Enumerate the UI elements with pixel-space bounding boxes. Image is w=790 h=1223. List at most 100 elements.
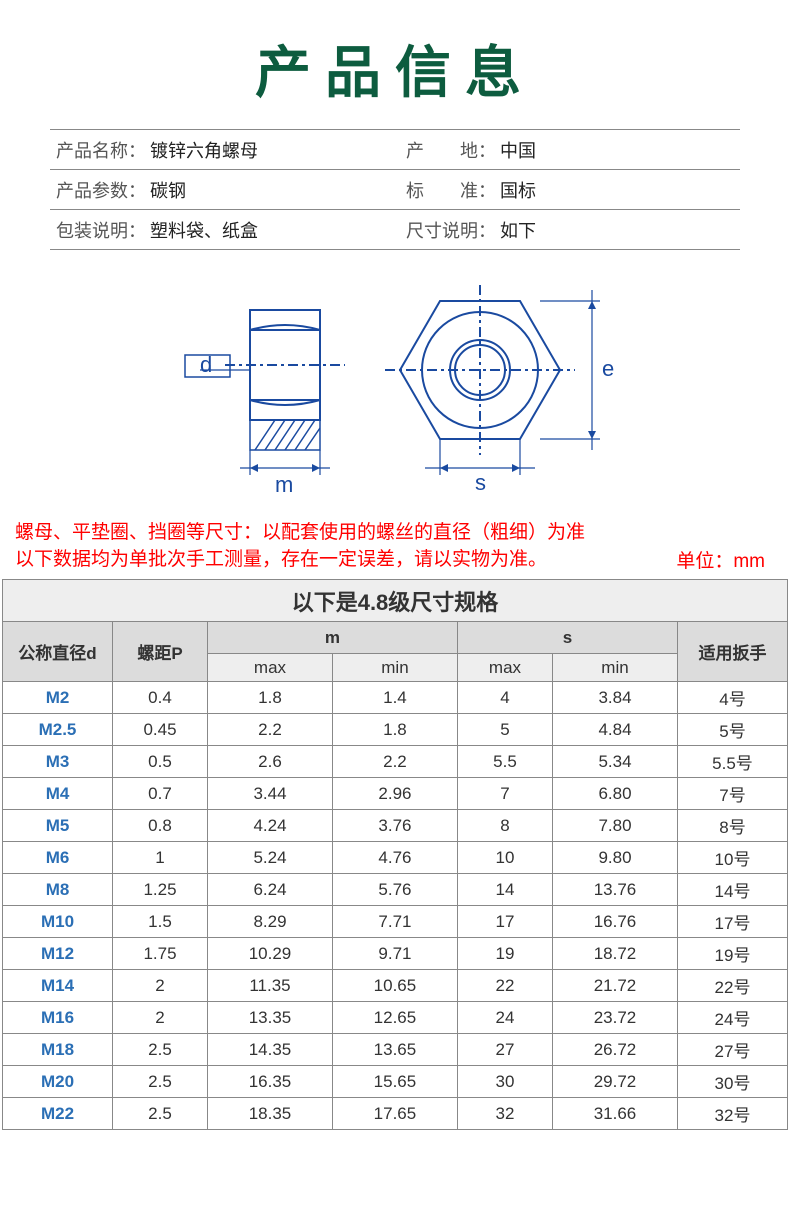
table-cell: M20 bbox=[3, 1066, 113, 1098]
table-cell: 1.8 bbox=[208, 682, 333, 714]
table-cell: 7 bbox=[457, 778, 552, 810]
table-cell: 26.72 bbox=[553, 1034, 678, 1066]
table-cell: M8 bbox=[3, 874, 113, 906]
table-cell: 14.35 bbox=[208, 1034, 333, 1066]
info-value: 镀锌六角螺母 bbox=[146, 137, 258, 163]
table-cell: 2.5 bbox=[113, 1098, 208, 1130]
table-cell: 32 bbox=[457, 1098, 552, 1130]
table-cell: 14号 bbox=[678, 874, 788, 906]
table-cell: M2.5 bbox=[3, 714, 113, 746]
table-cell: M5 bbox=[3, 810, 113, 842]
technical-diagram: d m s e bbox=[50, 270, 740, 500]
table-cell: 0.8 bbox=[113, 810, 208, 842]
table-cell: 5 bbox=[457, 714, 552, 746]
table-cell: M6 bbox=[3, 842, 113, 874]
table-cell: 29.72 bbox=[553, 1066, 678, 1098]
table-cell: 11.35 bbox=[208, 970, 333, 1002]
info-value: 国标 bbox=[496, 177, 536, 203]
table-cell: 10号 bbox=[678, 842, 788, 874]
table-cell: 13.65 bbox=[332, 1034, 457, 1066]
table-cell: M3 bbox=[3, 746, 113, 778]
table-cell: 10.29 bbox=[208, 938, 333, 970]
table-cell: 9.71 bbox=[332, 938, 457, 970]
col-sub-max: max bbox=[457, 654, 552, 682]
table-cell: 18.72 bbox=[553, 938, 678, 970]
table-cell: 19 bbox=[457, 938, 552, 970]
table-cell: 27 bbox=[457, 1034, 552, 1066]
table-cell: 2.2 bbox=[208, 714, 333, 746]
table-cell: 17.65 bbox=[332, 1098, 457, 1130]
col-header-m: m bbox=[208, 622, 458, 654]
table-cell: 2.5 bbox=[113, 1066, 208, 1098]
table-cell: 0.5 bbox=[113, 746, 208, 778]
diagram-label-m: m bbox=[275, 472, 293, 497]
table-cell: 31.66 bbox=[553, 1098, 678, 1130]
table-cell: M12 bbox=[3, 938, 113, 970]
info-row: 包装说明： 塑料袋、纸盒 尺寸说明： 如下 bbox=[50, 210, 740, 250]
table-cell: 7.80 bbox=[553, 810, 678, 842]
info-value: 如下 bbox=[496, 217, 536, 243]
table-cell: 4.76 bbox=[332, 842, 457, 874]
table-cell: 5.24 bbox=[208, 842, 333, 874]
table-row: M2.50.452.21.854.845号 bbox=[3, 714, 788, 746]
table-cell: 1.25 bbox=[113, 874, 208, 906]
note-line: 以下数据均为单批次手工测量，存在一定误差，请以实物为准。 bbox=[15, 547, 676, 574]
col-header-wrench: 适用扳手 bbox=[678, 622, 788, 682]
info-row: 产品名称： 镀锌六角螺母 产 地： 中国 bbox=[50, 130, 740, 170]
table-cell: M18 bbox=[3, 1034, 113, 1066]
table-cell: 8.29 bbox=[208, 906, 333, 938]
table-cell: 0.45 bbox=[113, 714, 208, 746]
table-cell: 7号 bbox=[678, 778, 788, 810]
table-cell: 12.65 bbox=[332, 1002, 457, 1034]
table-row: M20.41.81.443.844号 bbox=[3, 682, 788, 714]
table-cell: 21.72 bbox=[553, 970, 678, 1002]
table-cell: 4.24 bbox=[208, 810, 333, 842]
table-cell: 32号 bbox=[678, 1098, 788, 1130]
table-cell: M22 bbox=[3, 1098, 113, 1130]
col-sub-min: min bbox=[332, 654, 457, 682]
nut-diagram-svg: d m s e bbox=[160, 270, 630, 500]
table-cell: 5.34 bbox=[553, 746, 678, 778]
table-cell: 2.5 bbox=[113, 1034, 208, 1066]
table-cell: M14 bbox=[3, 970, 113, 1002]
info-row: 产品参数： 碳钢 标 准： 国标 bbox=[50, 170, 740, 210]
table-cell: 0.7 bbox=[113, 778, 208, 810]
table-cell: 1.4 bbox=[332, 682, 457, 714]
page-title: 产品信息 bbox=[0, 0, 790, 129]
unit-label: 单位：mm bbox=[676, 546, 775, 573]
table-cell: 4号 bbox=[678, 682, 788, 714]
table-row: M14211.3510.652221.7222号 bbox=[3, 970, 788, 1002]
info-value: 塑料袋、纸盒 bbox=[146, 217, 258, 243]
table-cell: 8 bbox=[457, 810, 552, 842]
col-sub-min: min bbox=[553, 654, 678, 682]
table-cell: 3.84 bbox=[553, 682, 678, 714]
table-row: M30.52.62.25.55.345.5号 bbox=[3, 746, 788, 778]
table-cell: 3.44 bbox=[208, 778, 333, 810]
table-cell: 5.76 bbox=[332, 874, 457, 906]
table-cell: 1.75 bbox=[113, 938, 208, 970]
table-cell: 5.5号 bbox=[678, 746, 788, 778]
col-header-p: 螺距P bbox=[113, 622, 208, 682]
table-row: M182.514.3513.652726.7227号 bbox=[3, 1034, 788, 1066]
diagram-label-d: d bbox=[200, 352, 212, 377]
table-cell: 17 bbox=[457, 906, 552, 938]
table-cell: M16 bbox=[3, 1002, 113, 1034]
table-cell: 1.8 bbox=[332, 714, 457, 746]
table-cell: 22号 bbox=[678, 970, 788, 1002]
table-cell: 17号 bbox=[678, 906, 788, 938]
table-cell: M2 bbox=[3, 682, 113, 714]
table-cell: 2 bbox=[113, 1002, 208, 1034]
table-cell: 8号 bbox=[678, 810, 788, 842]
diagram-label-e: e bbox=[602, 356, 614, 381]
info-value: 中国 bbox=[496, 137, 536, 163]
table-cell: 5.5 bbox=[457, 746, 552, 778]
table-cell: 15.65 bbox=[332, 1066, 457, 1098]
table-cell: 4.84 bbox=[553, 714, 678, 746]
table-cell: 2.6 bbox=[208, 746, 333, 778]
table-cell: 27号 bbox=[678, 1034, 788, 1066]
table-cell: 30号 bbox=[678, 1066, 788, 1098]
col-header-d: 公称直径d bbox=[3, 622, 113, 682]
table-cell: 2.2 bbox=[332, 746, 457, 778]
table-cell: 6.80 bbox=[553, 778, 678, 810]
table-cell: 24 bbox=[457, 1002, 552, 1034]
